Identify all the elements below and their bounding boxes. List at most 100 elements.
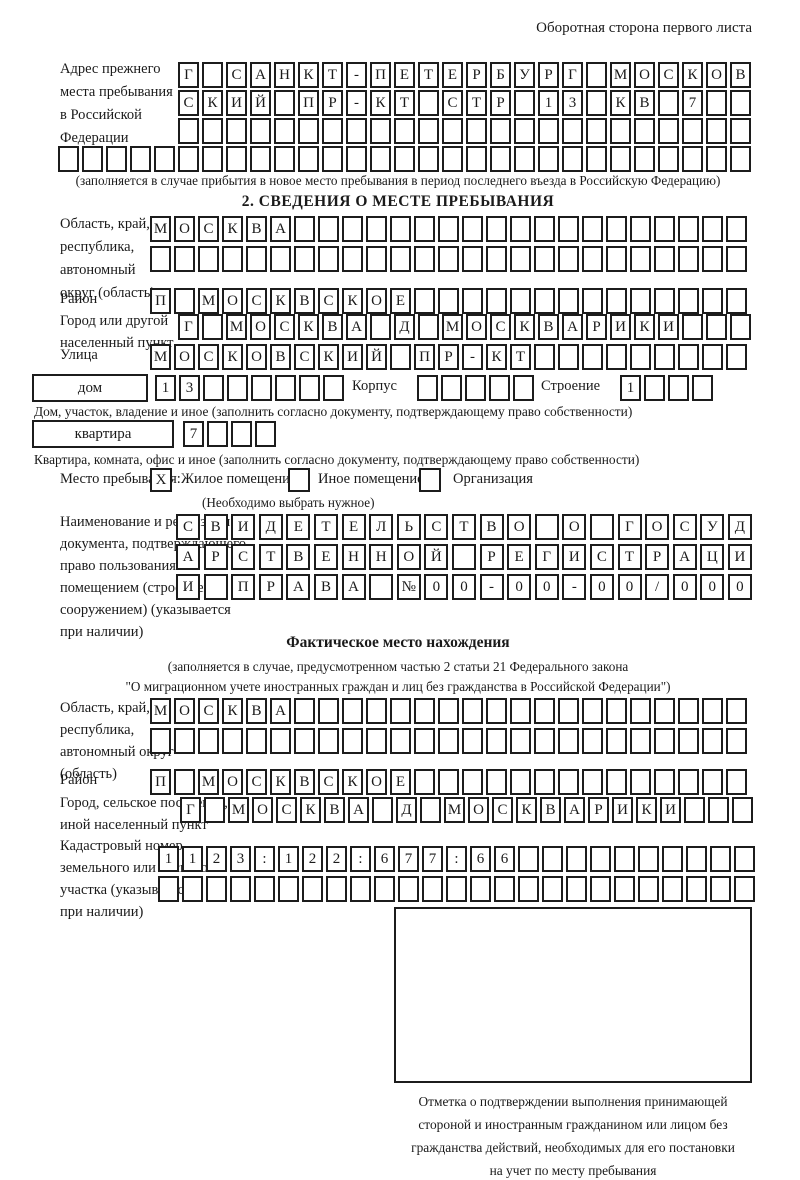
char-box[interactable]	[414, 769, 435, 795]
char-box[interactable]	[610, 118, 631, 144]
char-box[interactable]: Р	[588, 797, 609, 823]
char-box[interactable]: Й	[366, 344, 387, 370]
char-box[interactable]	[684, 797, 705, 823]
char-box[interactable]	[270, 246, 291, 272]
char-box[interactable]: К	[516, 797, 537, 823]
char-box[interactable]: П	[414, 344, 435, 370]
char-box[interactable]	[414, 698, 435, 724]
char-box[interactable]	[582, 728, 603, 754]
char-box[interactable]: К	[682, 62, 703, 88]
char-box[interactable]: В	[479, 514, 504, 540]
stay-option-checkbox-residential[interactable]: X	[150, 468, 172, 492]
char-box[interactable]: Г	[180, 797, 201, 823]
char-box[interactable]	[644, 375, 665, 401]
char-box[interactable]: А	[672, 544, 697, 570]
char-box[interactable]	[582, 769, 603, 795]
char-box[interactable]	[706, 314, 727, 340]
char-box[interactable]: 7	[422, 846, 443, 872]
char-box[interactable]	[342, 246, 363, 272]
char-box[interactable]	[702, 216, 723, 242]
char-box[interactable]	[486, 769, 507, 795]
char-box[interactable]	[366, 216, 387, 242]
char-box[interactable]	[702, 698, 723, 724]
char-box[interactable]: С	[274, 314, 295, 340]
char-box[interactable]: В	[294, 288, 315, 314]
char-box[interactable]: 0	[700, 574, 725, 600]
char-box[interactable]: К	[636, 797, 657, 823]
char-box[interactable]	[486, 216, 507, 242]
char-box[interactable]: К	[300, 797, 321, 823]
char-box[interactable]	[534, 246, 555, 272]
char-box[interactable]: 0	[507, 574, 532, 600]
char-box[interactable]	[346, 118, 367, 144]
char-box[interactable]	[350, 876, 371, 902]
char-box[interactable]	[394, 118, 415, 144]
char-box[interactable]	[278, 876, 299, 902]
char-box[interactable]: Р	[645, 544, 670, 570]
char-box[interactable]	[486, 288, 507, 314]
char-box[interactable]	[274, 118, 295, 144]
char-box[interactable]	[417, 375, 438, 401]
char-box[interactable]: Г	[178, 62, 199, 88]
char-box[interactable]: Й	[250, 90, 271, 116]
char-box[interactable]	[590, 846, 611, 872]
char-box[interactable]	[174, 246, 195, 272]
char-box[interactable]	[294, 698, 315, 724]
char-box[interactable]	[490, 118, 511, 144]
char-box[interactable]	[513, 375, 534, 401]
char-box[interactable]: Е	[507, 544, 532, 570]
char-box[interactable]	[558, 769, 579, 795]
char-box[interactable]	[204, 797, 225, 823]
char-box[interactable]: Е	[286, 514, 311, 540]
char-box[interactable]	[222, 728, 243, 754]
char-box[interactable]	[654, 246, 675, 272]
char-box[interactable]	[606, 728, 627, 754]
char-box[interactable]: М	[150, 216, 171, 242]
char-box[interactable]	[706, 90, 727, 116]
char-box[interactable]: 3	[179, 375, 200, 401]
char-box[interactable]	[589, 514, 614, 540]
char-box[interactable]	[542, 846, 563, 872]
char-box[interactable]	[486, 246, 507, 272]
char-box[interactable]	[438, 288, 459, 314]
char-box[interactable]	[318, 698, 339, 724]
char-box[interactable]: С	[198, 344, 219, 370]
char-box[interactable]	[366, 698, 387, 724]
char-box[interactable]: 3	[230, 846, 251, 872]
char-box[interactable]	[202, 62, 223, 88]
char-box[interactable]: М	[610, 62, 631, 88]
char-box[interactable]	[486, 728, 507, 754]
char-box[interactable]: К	[342, 769, 363, 795]
char-box[interactable]: А	[564, 797, 585, 823]
char-box[interactable]	[630, 246, 651, 272]
char-box[interactable]	[438, 698, 459, 724]
char-box[interactable]: Р	[586, 314, 607, 340]
char-box[interactable]: О	[366, 288, 387, 314]
char-box[interactable]	[518, 846, 539, 872]
char-box[interactable]	[702, 728, 723, 754]
char-box[interactable]: В	[324, 797, 345, 823]
char-box[interactable]: Е	[442, 62, 463, 88]
char-box[interactable]	[562, 118, 583, 144]
char-box[interactable]: Р	[490, 90, 511, 116]
char-box[interactable]	[438, 246, 459, 272]
char-box[interactable]: Р	[322, 90, 343, 116]
char-box[interactable]	[566, 876, 587, 902]
char-box[interactable]	[582, 344, 603, 370]
char-box[interactable]: И	[660, 797, 681, 823]
char-box[interactable]	[418, 118, 439, 144]
char-box[interactable]: В	[294, 769, 315, 795]
char-box[interactable]	[462, 246, 483, 272]
char-box[interactable]: С	[276, 797, 297, 823]
char-box[interactable]: Ц	[700, 544, 725, 570]
char-box[interactable]	[734, 876, 755, 902]
char-box[interactable]	[726, 698, 747, 724]
char-box[interactable]	[270, 728, 291, 754]
char-box[interactable]	[294, 246, 315, 272]
char-box[interactable]	[686, 876, 707, 902]
char-box[interactable]	[251, 375, 272, 401]
char-box[interactable]: 0	[589, 574, 614, 600]
char-box[interactable]: О	[174, 216, 195, 242]
char-box[interactable]	[274, 146, 295, 172]
char-box[interactable]: 7	[398, 846, 419, 872]
